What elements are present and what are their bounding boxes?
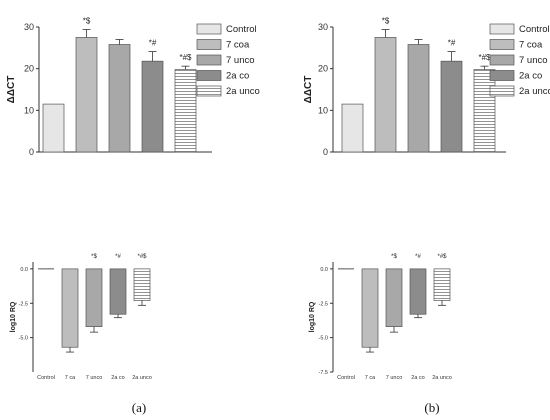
significance-label: *# xyxy=(415,254,421,260)
y-tick-label: 0.0 xyxy=(20,267,28,273)
bar xyxy=(385,268,403,327)
legend-swatch xyxy=(196,54,222,66)
legend-swatch xyxy=(489,54,515,66)
x-tick-label: 7 ca xyxy=(365,375,376,381)
legend-label: 2a co xyxy=(519,71,542,82)
legend-swatch xyxy=(489,70,515,81)
legend-label: 7 coa xyxy=(226,40,250,51)
x-tick-label: 7 ca xyxy=(65,375,76,381)
significance-label: *#$ xyxy=(478,53,491,62)
y-tick-label: 30 xyxy=(318,22,328,32)
legend-label: 7 unco xyxy=(519,55,548,66)
legend-label: Control xyxy=(519,24,550,35)
legend-swatch xyxy=(489,39,515,50)
legend-label: 7 coa xyxy=(519,40,543,51)
legend-label: 7 unco xyxy=(226,55,255,66)
bar xyxy=(109,268,127,315)
y-tick-label: 20 xyxy=(318,64,328,74)
y-tick-label: -2.5 xyxy=(19,301,28,307)
caption-b: (b) xyxy=(424,400,439,415)
bar xyxy=(473,69,496,153)
legend-swatch xyxy=(196,39,222,50)
y-axis-label: log10 RQ xyxy=(309,301,316,332)
bar xyxy=(433,268,451,301)
bar xyxy=(341,103,364,153)
chart-panel-a-top: 0 10 20 30 ΔΔCT *$ *# *#$ Control 7 coa 7 unco 2a c… xyxy=(6,17,260,158)
bar xyxy=(440,60,463,153)
chart-panel-b-top: 0 10 20 30 ΔΔCT *$ *# *#$ Control 7 coa 7 unco 2a c… xyxy=(303,17,550,158)
y-tick-label: 0.0 xyxy=(320,267,328,273)
bar xyxy=(85,268,103,327)
y-axis-label: log10 RQ xyxy=(10,301,17,332)
significance-label: *$ xyxy=(91,254,97,260)
y-tick-label: 10 xyxy=(318,105,328,115)
x-tick-label: Control xyxy=(337,375,355,381)
significance-label: *#$ xyxy=(179,53,192,62)
legend-swatch xyxy=(196,23,222,35)
y-tick-label: -7.5 xyxy=(319,370,328,376)
bar xyxy=(174,69,197,153)
bar xyxy=(361,268,379,348)
significance-label: *$ xyxy=(83,17,91,26)
x-tick-label: 2a co xyxy=(111,375,124,381)
x-tick-label: Control xyxy=(37,375,55,381)
bar xyxy=(75,37,98,153)
y-tick-label: -2.5 xyxy=(319,301,328,307)
significance-label: *# xyxy=(149,39,157,48)
legend-swatch xyxy=(489,23,515,35)
bar xyxy=(374,37,397,153)
bar xyxy=(42,103,65,153)
bar xyxy=(61,268,79,348)
chart-panel-b-bottom: 0.0 -2.5 -5.0 -7.5 log10 RQ Control 7 ca *$ 7 un… xyxy=(309,254,452,381)
y-tick-label: -5.0 xyxy=(19,336,28,342)
legend-swatch xyxy=(196,70,222,81)
bar xyxy=(141,60,164,153)
caption-a: (a) xyxy=(132,400,146,415)
y-tick-label: 0 xyxy=(323,147,328,157)
y-axis-label: ΔΔCT xyxy=(303,76,314,104)
y-tick-label: 10 xyxy=(24,105,34,115)
y-axis-label: ΔΔCT xyxy=(6,76,17,104)
x-tick-label: 2a co xyxy=(411,375,424,381)
significance-label: *# xyxy=(448,39,456,48)
y-tick-label: 20 xyxy=(24,64,34,74)
legend-label: 2a unco xyxy=(226,86,260,97)
significance-label: *$ xyxy=(382,17,390,26)
x-tick-label: 7 unco xyxy=(386,375,403,381)
significance-label: *# xyxy=(115,254,121,260)
x-tick-label: 2a unco xyxy=(432,375,452,381)
y-tick-label: 30 xyxy=(24,22,34,32)
legend-swatch xyxy=(489,85,515,97)
significance-label: *#$ xyxy=(437,254,447,260)
legend-label: 2a co xyxy=(226,71,249,82)
bar xyxy=(409,268,427,315)
bar xyxy=(108,44,131,153)
x-tick-label: 2a unco xyxy=(132,375,152,381)
y-tick-label: -5.0 xyxy=(319,336,328,342)
bar xyxy=(133,268,151,301)
legend-swatch xyxy=(196,85,222,97)
y-tick-label: 0 xyxy=(29,147,34,157)
significance-label: *$ xyxy=(391,254,397,260)
legend-label: Control xyxy=(226,24,257,35)
bar xyxy=(407,44,430,153)
legend-label: 2a unco xyxy=(519,86,550,97)
x-tick-label: 7 unco xyxy=(86,375,103,381)
significance-label: *#$ xyxy=(137,254,147,260)
